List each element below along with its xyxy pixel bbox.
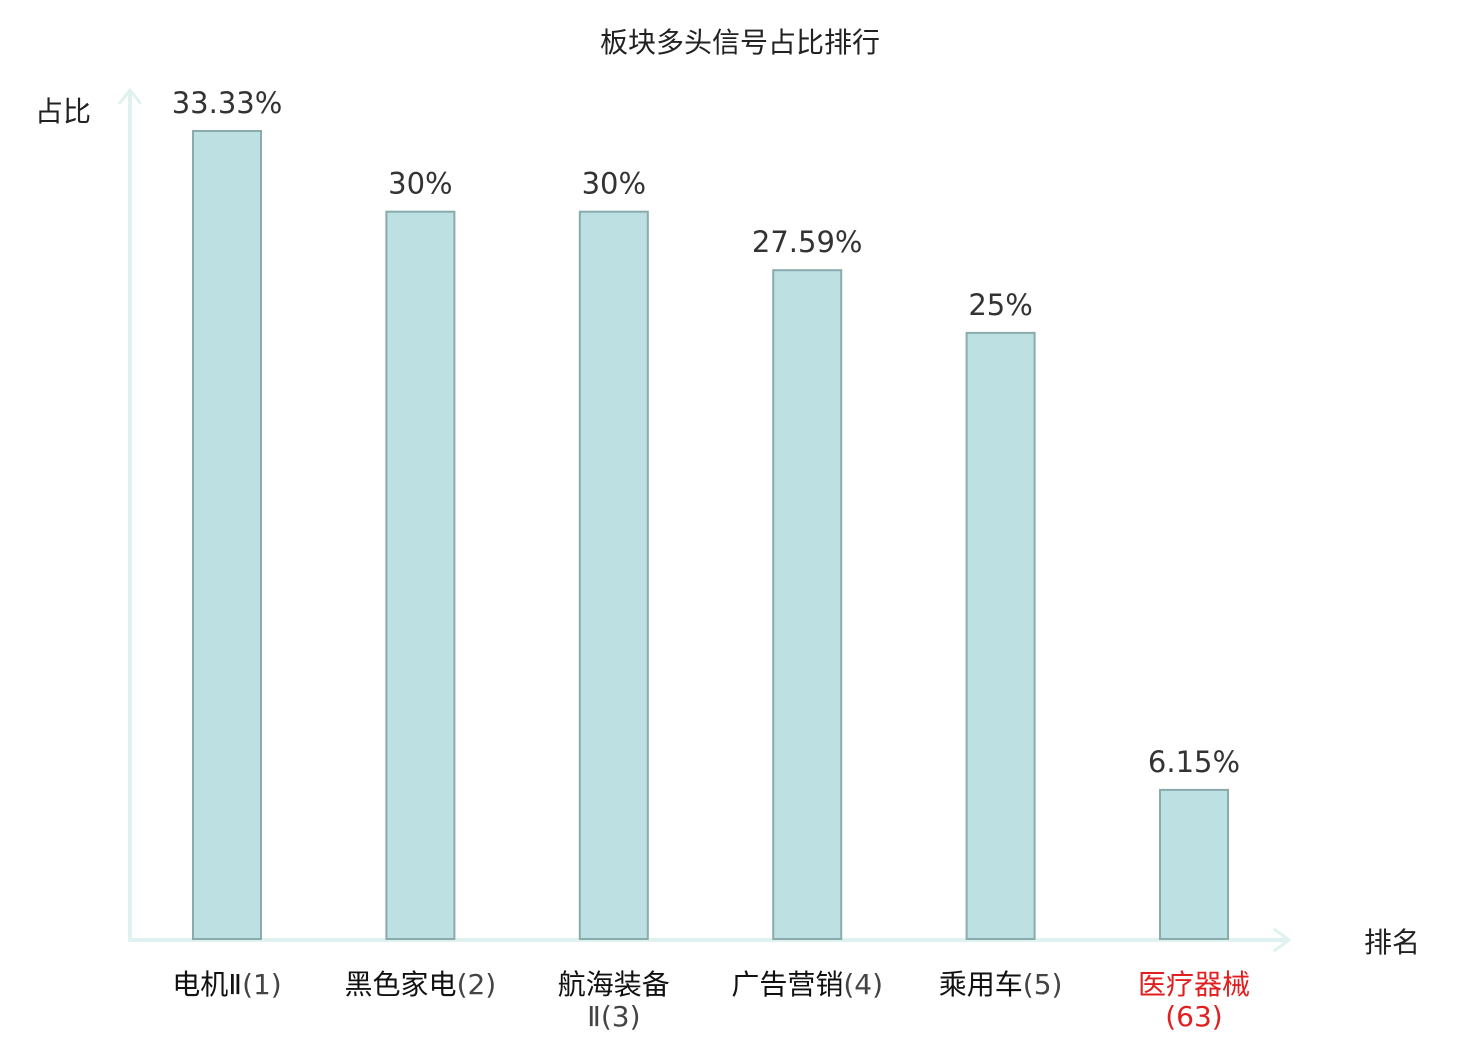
x-tick-name-1: 电机Ⅱ — [172, 968, 242, 1001]
value-labels-group: 33.33% 30% 30% 27.59% 25% 6.15% — [172, 86, 1240, 779]
x-tick-name-5: 乘用车 — [939, 968, 1023, 1001]
x-tick-rank-3: Ⅱ(3) — [587, 1000, 640, 1033]
x-tick-labels-group: 电机Ⅱ(1) 黑色家电(2) 航海装备 Ⅱ(3) 广告营销(4) 乘用车(5) 医疗器械(6… — [172, 968, 1250, 1033]
x-tick-label-3: 航海装备 Ⅱ(3) — [558, 968, 670, 1033]
value-label-5: 25% — [968, 288, 1032, 322]
x-tick-rank-5: (5) — [1023, 968, 1063, 1001]
x-tick-label-4: 广告营销(4) — [731, 968, 883, 1001]
x-tick-label-5: 乘用车(5) — [939, 968, 1063, 1001]
value-label-6: 6.15% — [1148, 745, 1240, 779]
x-tick-name-2: 黑色家电 — [345, 968, 457, 1001]
x-tick-name-4: 广告营销 — [731, 968, 843, 1001]
bar-6 — [1159, 788, 1229, 941]
x-tick-label-1: 电机Ⅱ(1) — [172, 968, 281, 1001]
bar-1 — [192, 130, 262, 940]
value-label-4: 27.59% — [752, 225, 863, 259]
bar-4 — [772, 269, 843, 940]
x-tick-name-6: 医疗器械 — [1138, 968, 1250, 1001]
bar-5 — [965, 331, 1036, 940]
x-tick-label-2: 黑色家电(2) — [345, 968, 497, 1001]
y-axis-label: 占比 — [35, 95, 91, 128]
value-label-1: 33.33% — [172, 86, 283, 120]
x-axis-label: 排名 — [1364, 926, 1420, 959]
x-tick-name-3: 航海装备 — [558, 968, 670, 1001]
value-label-2: 30% — [388, 167, 452, 201]
x-tick-rank-1: (1) — [242, 968, 282, 1001]
bar-3 — [578, 210, 649, 940]
bars-group — [192, 130, 1229, 941]
x-tick-rank-4: (4) — [843, 968, 883, 1001]
x-axis-arrow — [1273, 927, 1292, 953]
value-label-3: 30% — [582, 167, 646, 201]
chart-title: 板块多头信号占比排行 — [600, 26, 880, 59]
bar-2 — [385, 210, 456, 940]
x-tick-rank-6: (63) — [1165, 1000, 1222, 1033]
x-tick-rank-2: (2) — [457, 968, 497, 1001]
y-axis-arrow — [117, 87, 143, 105]
x-tick-label-6: 医疗器械(63) — [1138, 968, 1250, 1033]
